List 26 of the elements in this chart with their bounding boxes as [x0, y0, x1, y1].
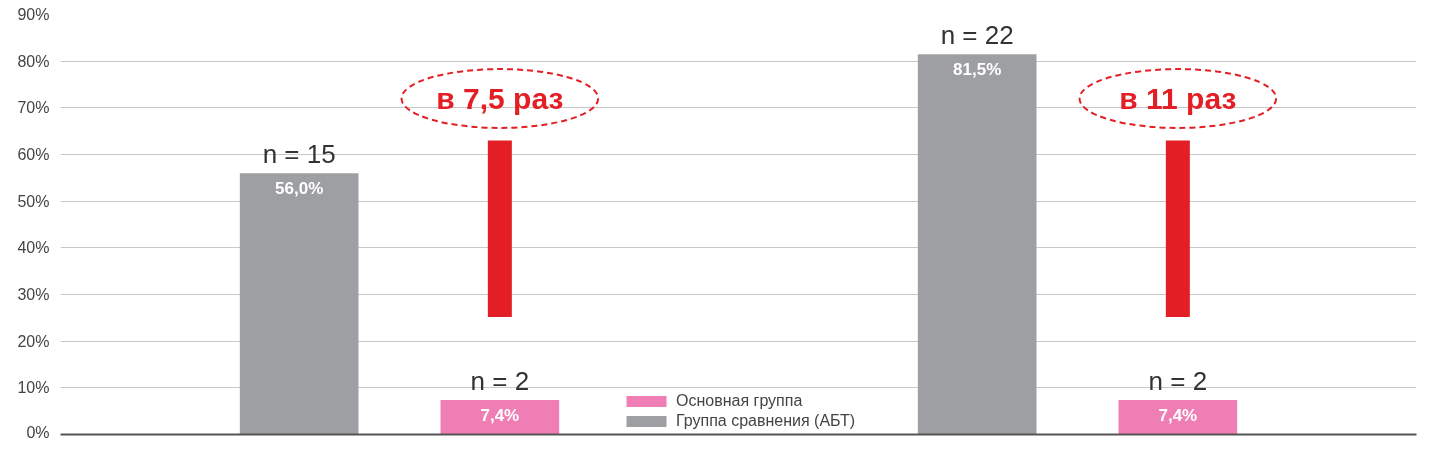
bar	[440, 399, 560, 435]
y-tick-label: 10%	[17, 379, 50, 397]
bar	[239, 173, 359, 435]
y-tick-label: 60%	[17, 146, 50, 163]
data-label: 7,4%	[1158, 405, 1198, 425]
annotation: n = 2	[470, 365, 530, 396]
legend-label: Основная группа	[676, 392, 803, 410]
annotation: n = 2	[1148, 365, 1208, 396]
annotation: n = 22	[940, 20, 1014, 51]
y-tick-label: 80%	[17, 52, 50, 70]
data-label: 7,4%	[480, 405, 520, 425]
annotation: n = 15	[262, 139, 336, 170]
annotation: в 7,5 раз	[436, 82, 564, 115]
y-tick-label: 0%	[26, 423, 50, 441]
y-tick-label: 50%	[17, 192, 50, 210]
data-label: 56,0%	[275, 179, 324, 199]
annotation: в 11 раз	[1119, 82, 1237, 115]
data-label: 81,5%	[953, 60, 1002, 80]
y-tick-label: 30%	[17, 286, 50, 303]
bar	[917, 54, 1037, 435]
y-tick-label: 20%	[17, 332, 50, 350]
y-tick-label: 40%	[17, 239, 50, 257]
y-tick-label: 90%	[17, 6, 50, 23]
legend-label: Группа сравнения (АБТ)	[676, 412, 855, 430]
y-tick-label: 70%	[17, 99, 50, 117]
bar	[1118, 399, 1238, 435]
